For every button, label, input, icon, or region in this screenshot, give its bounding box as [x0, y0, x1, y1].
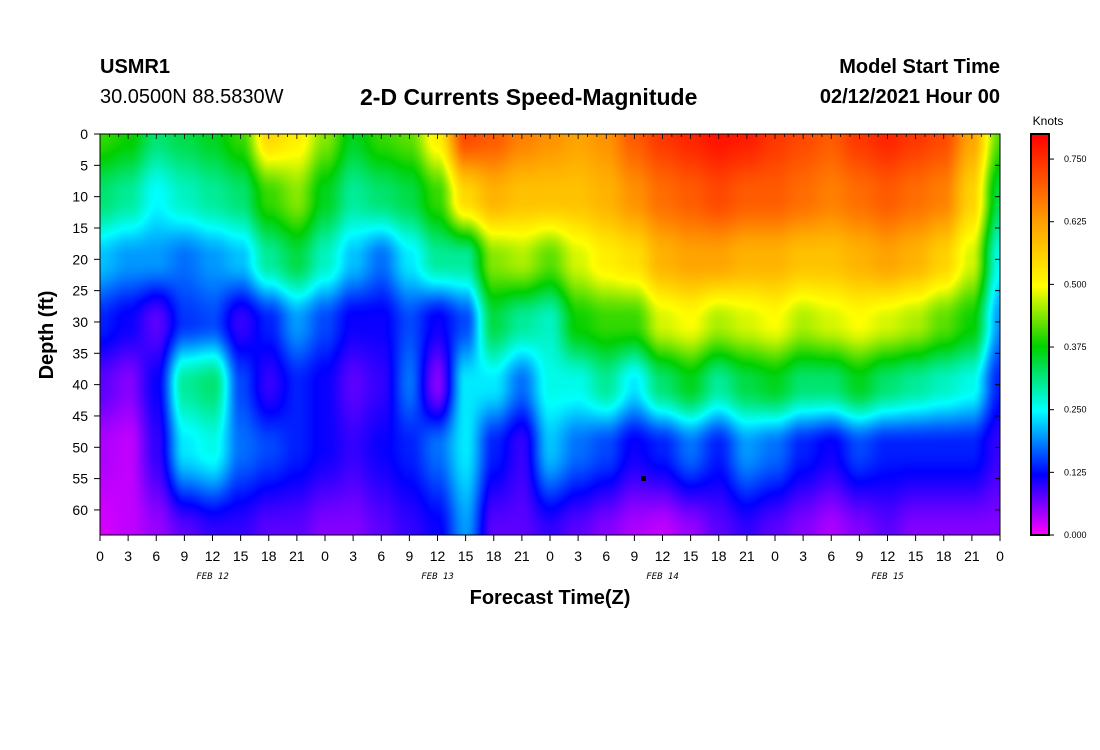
- x-tick-label: 9: [855, 548, 863, 564]
- x-tick-label: 0: [546, 548, 554, 564]
- x-tick-label: 0: [96, 548, 104, 564]
- speed-heatmap: [100, 134, 1000, 535]
- heatmap-plot-area: [100, 134, 1000, 535]
- station-coordinates: 30.0500N 88.5830W: [100, 86, 284, 108]
- y-tick-label: 25: [72, 283, 88, 299]
- y-tick-label: 45: [72, 408, 88, 424]
- x-axis: 0 3 6 9 12 15 18 21 0 3 6 9 12 15 18 21 0 3 6 9 12 15 18 21 0 3 6 9…: [96, 134, 1004, 564]
- x-tick-label: 21: [739, 548, 755, 564]
- y-axis: 0 5 10 15 20 25 30 35 40 45 50 55 60: [72, 126, 1000, 518]
- x-tick-label: 18: [936, 548, 952, 564]
- x-tick-label: 3: [349, 548, 357, 564]
- colorbar-tick-label: 0.625: [1064, 217, 1087, 227]
- x-tick-label: 12: [205, 548, 221, 564]
- colorbar-unit: Knots: [1033, 114, 1064, 128]
- x-tick-label: 12: [430, 548, 446, 564]
- x-tick-label: 18: [486, 548, 502, 564]
- x-tick-label: 0: [321, 548, 329, 564]
- station-id: USMR1: [100, 56, 171, 78]
- x-tick-label: 21: [964, 548, 980, 564]
- x-axis-title: Forecast Time(Z): [470, 587, 631, 609]
- x-tick-label: 6: [152, 548, 160, 564]
- colorbar-tick-label: 0.125: [1064, 467, 1087, 477]
- y-tick-label: 30: [72, 314, 88, 330]
- x-tick-label: 0: [771, 548, 779, 564]
- date-label: FEB 15: [871, 572, 904, 582]
- x-tick-label: 18: [261, 548, 277, 564]
- x-tick-label: 9: [630, 548, 638, 564]
- date-label: FEB 12: [196, 572, 229, 582]
- colorbar-tick-label: 0.375: [1064, 342, 1087, 352]
- x-tick-label: 12: [655, 548, 671, 564]
- colorbar-tick-label: 0.750: [1064, 154, 1087, 164]
- x-tick-label: 9: [180, 548, 188, 564]
- y-tick-label: 50: [72, 439, 88, 455]
- date-label: FEB 13: [421, 572, 454, 582]
- y-tick-label: 10: [72, 189, 88, 205]
- colorbar-tick-label: 0.000: [1064, 530, 1087, 540]
- x-tick-label: 3: [574, 548, 582, 564]
- x-tick-label: 15: [458, 548, 474, 564]
- date-labels: FEB 12 FEB 13 FEB 14 FEB 15: [196, 572, 904, 582]
- y-tick-label: 20: [72, 251, 88, 267]
- x-tick-label: 15: [683, 548, 699, 564]
- x-tick-label: 12: [880, 548, 896, 564]
- colorbar-tick-label: 0.500: [1064, 279, 1087, 289]
- x-tick-label: 6: [602, 548, 610, 564]
- y-tick-label: 55: [72, 471, 88, 487]
- station-marker: [641, 476, 646, 481]
- x-tick-label: 6: [377, 548, 385, 564]
- y-tick-label: 15: [72, 220, 88, 236]
- x-tick-label: 15: [233, 548, 249, 564]
- chart-title: 2-D Currents Speed-Magnitude: [360, 84, 698, 110]
- y-tick-label: 5: [80, 157, 88, 173]
- x-tick-label: 6: [827, 548, 835, 564]
- model-start-label: Model Start Time: [839, 56, 1000, 78]
- x-tick-label: 3: [124, 548, 132, 564]
- x-tick-label: 9: [405, 548, 413, 564]
- y-tick-label: 0: [80, 126, 88, 142]
- y-tick-label: 60: [72, 502, 88, 518]
- model-start-value: 02/12/2021 Hour 00: [819, 86, 1000, 108]
- y-axis-title: Depth (ft): [36, 291, 58, 380]
- y-tick-label: 35: [72, 345, 88, 361]
- x-tick-label: 18: [711, 548, 727, 564]
- colorbar-tick-label: 0.250: [1064, 405, 1087, 415]
- x-tick-label: 3: [799, 548, 807, 564]
- x-tick-label: 21: [289, 548, 305, 564]
- x-tick-label: 0: [996, 548, 1004, 564]
- x-tick-label: 21: [514, 548, 530, 564]
- x-tick-label: 15: [908, 548, 924, 564]
- y-tick-label: 40: [72, 377, 88, 393]
- date-label: FEB 14: [646, 572, 679, 582]
- colorbar: [1030, 133, 1050, 536]
- colorbar-ticks: 0.000 0.125 0.250 0.375 0.500 0.625 0.750: [1049, 154, 1087, 540]
